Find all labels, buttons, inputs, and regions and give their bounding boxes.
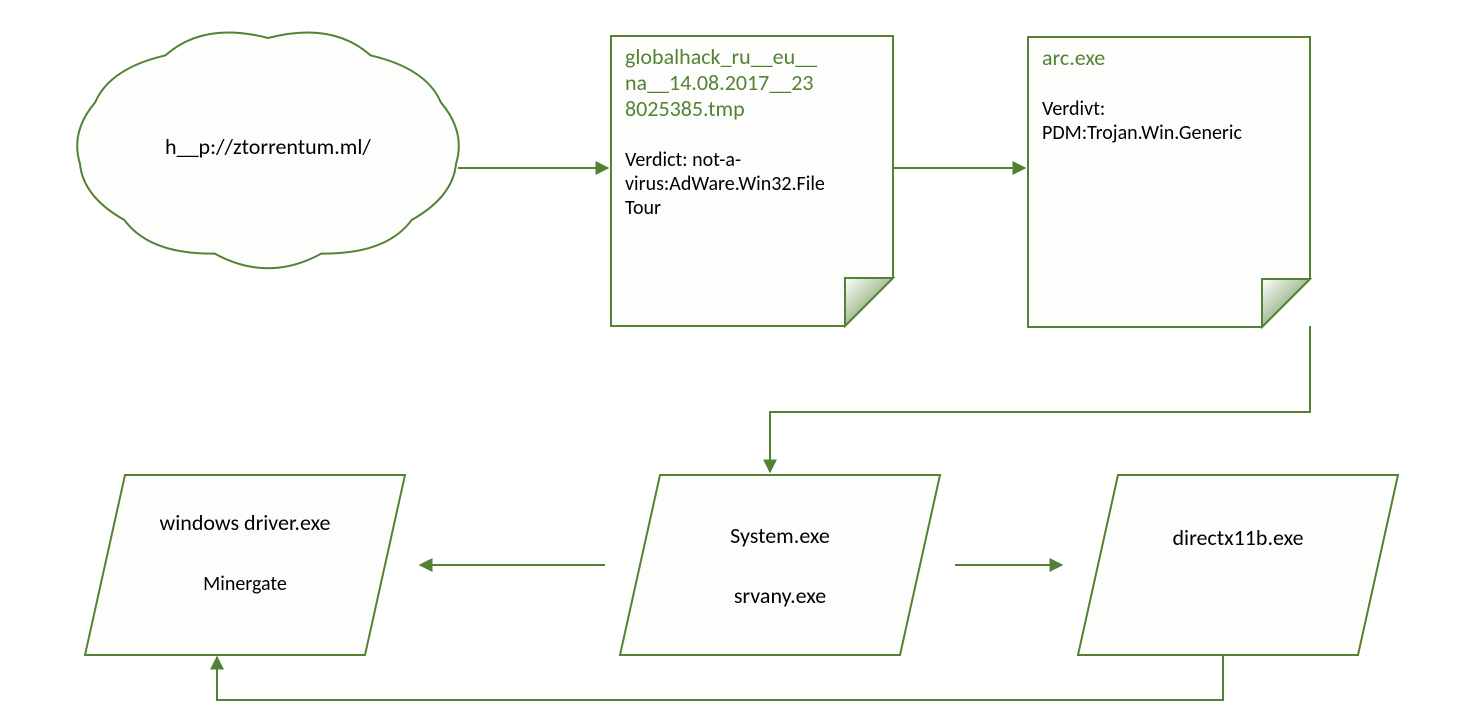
note-node-note1: globalhack_ru__eu__na__14.08.2017__23802… [611,36,893,326]
parallelogram-subtext: Minergate [203,572,287,596]
parallelogram-node-right: directx11b.exe [1078,475,1398,655]
edge [217,655,1223,700]
parallelogram-node-mid: System.exe srvany.exe [620,475,940,655]
diagram-canvas: h__p://ztorrentum.ml/globalhack_ru__eu__… [0,0,1477,724]
parallelogram-text: windows driver.exe [160,509,331,536]
note-node-note2: arc.exeVerdivt:PDM:Trojan.Win.Generic [1028,37,1310,327]
cloud-text: h__p://ztorrentum.ml/ [165,133,371,160]
parallelogram-node-left: windows driver.exe Minergate [85,475,405,655]
parallelogram-text: directx11b.exe [1172,524,1303,551]
note-title: arc.exe [1042,44,1105,71]
edge [770,326,1310,472]
cloud-node: h__p://ztorrentum.ml/ [77,32,459,268]
